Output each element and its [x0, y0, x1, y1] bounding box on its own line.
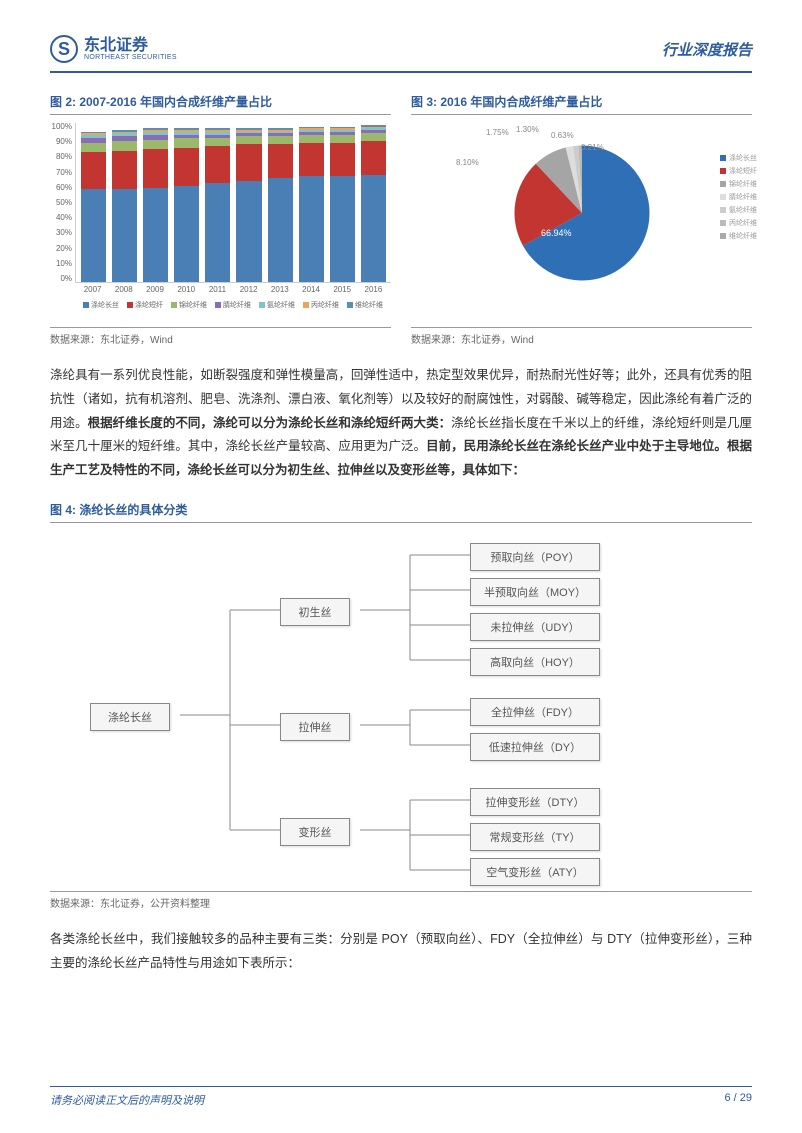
pie-chart: 1.75% 1.30% 0.63% 0.21% 8.10% 66.94% 涤纶长… [411, 123, 752, 303]
bar-chart-legend: 涤纶长丝涤纶短纤锦纶纤维腈纶纤维氨纶纤维丙纶纤维维纶纤维 [75, 300, 391, 310]
document-type: 行业深度报告 [662, 39, 752, 60]
bar-chart-x-axis: 2007200820092010201120122013201420152016 [75, 285, 391, 294]
tree-node: 全拉伸丝（FDY） [470, 698, 600, 726]
figure-2-title: 图 2: 2007-2016 年国内合成纤维产量占比 [50, 93, 391, 115]
tree-node: 低速拉伸丝（DY） [470, 733, 600, 761]
tree-node: 空气变形丝（ATY） [470, 858, 600, 886]
tree-node: 未拉伸丝（UDY） [470, 613, 600, 641]
logo-icon: S [50, 35, 78, 63]
figure-4-title: 图 4: 涤纶长丝的具体分类 [50, 501, 752, 523]
figure-3-source: 数据来源：东北证券，Wind [411, 327, 752, 346]
pie-label: 8.10% [456, 158, 479, 167]
figure-3: 图 3: 2016 年国内合成纤维产量占比 1.75% 1.30% 0.63% … [411, 93, 752, 346]
figure-2: 图 2: 2007-2016 年国内合成纤维产量占比 0%10%20%30%40… [50, 93, 391, 346]
footer-disclaimer: 请务必阅读正文后的声明及说明 [50, 1092, 204, 1108]
paragraph-2: 各类涤纶长丝中，我们接触较多的品种主要有三类：分别是 POY（预取向丝）、FDY… [50, 928, 752, 976]
pie-label: 1.30% [516, 125, 539, 134]
paragraph-1: 涤纶具有一系列优良性能，如断裂强度和弹性模量高，回弹性适中，热定型效果优异，耐热… [50, 364, 752, 483]
stacked-bar-chart [75, 123, 391, 283]
tree-node: 拉伸丝 [280, 713, 350, 741]
pie-label: 1.75% [486, 128, 509, 137]
pie-legend: 涤纶长丝涤纶短纤锦纶纤维腈纶纤维氨纶纤维丙纶纤维维纶纤维 [720, 153, 757, 244]
figure-2-source: 数据来源：东北证券，Wind [50, 327, 391, 346]
tree-node: 涤纶长丝 [90, 703, 170, 731]
tree-node: 初生丝 [280, 598, 350, 626]
figure-4-source: 数据来源：东北证券，公开资料整理 [50, 891, 752, 910]
pie-label: 0.63% [551, 131, 574, 140]
tree-node: 半预取向丝（MOY） [470, 578, 600, 606]
figure-3-title: 图 3: 2016 年国内合成纤维产量占比 [411, 93, 752, 115]
company-name-en: NORTHEAST SECURITIES [84, 54, 177, 61]
bar-chart-y-axis: 0%10%20%30%40%50%60%70%80%90%100% [50, 123, 75, 283]
tree-node: 拉伸变形丝（DTY） [470, 788, 600, 816]
pie-label: 0.21% [581, 143, 604, 152]
tree-node: 变形丝 [280, 818, 350, 846]
page-header: S 东北证券 NORTHEAST SECURITIES 行业深度报告 [50, 35, 752, 73]
tree-diagram: 涤纶长丝 初生丝拉伸丝变形丝 预取向丝（POY） 半预取向丝（MOY） 未拉伸丝（UDY… [50, 543, 752, 883]
pie-center-label: 66.94% [541, 228, 572, 238]
logo: S 东北证券 NORTHEAST SECURITIES [50, 35, 177, 63]
tree-node: 常规变形丝（TY） [470, 823, 600, 851]
para1-bold: 根据纤维长度的不同，涤纶可以分为涤纶长丝和涤纶短纤两大类： [88, 416, 452, 430]
page-number: 6 / 29 [724, 1092, 752, 1108]
tree-node: 高取向丝（HOY） [470, 648, 600, 676]
company-name-cn: 东北证券 [84, 38, 177, 54]
page-footer: 请务必阅读正文后的声明及说明 6 / 29 [50, 1086, 752, 1108]
tree-node: 预取向丝（POY） [470, 543, 600, 571]
